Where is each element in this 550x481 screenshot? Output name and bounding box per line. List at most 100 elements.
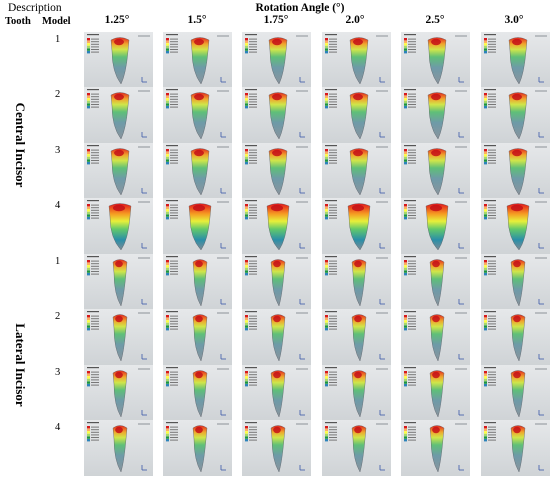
tooth-stress-image — [481, 87, 550, 143]
legend-scale-icon — [484, 200, 496, 220]
tooth-stress-image — [481, 32, 550, 88]
tooth-shape — [192, 259, 208, 307]
software-logo-mark — [535, 312, 547, 314]
tooth-shape — [110, 37, 130, 85]
axis-triad-icon — [220, 132, 226, 138]
software-logo-mark — [138, 257, 150, 259]
software-logo-mark — [376, 423, 388, 425]
legend-scale-icon — [404, 422, 416, 442]
tooth-model-figure — [87, 422, 150, 473]
max-stress-spot — [432, 315, 440, 323]
max-stress-spot — [114, 38, 124, 46]
axis-triad-icon — [141, 299, 147, 305]
software-logo-mark — [296, 312, 308, 314]
legend-scale-icon — [404, 89, 416, 109]
legend-scale-icon — [245, 311, 257, 331]
axis-triad-icon — [458, 243, 464, 249]
axis-triad-icon — [141, 188, 147, 194]
max-stress-spot — [115, 260, 123, 268]
group-label-central-incisor: Central Incisor — [13, 102, 28, 188]
legend-scale-icon — [87, 145, 99, 165]
software-logo-mark — [138, 35, 150, 37]
tooth-shape — [351, 314, 367, 362]
tooth-stress-image — [163, 87, 232, 143]
max-stress-spot — [195, 315, 203, 323]
tooth-shape — [268, 37, 288, 85]
tooth-shape — [110, 92, 130, 140]
axis-triad-icon — [299, 410, 305, 416]
tooth-shape — [112, 314, 128, 362]
max-stress-spot — [353, 93, 363, 101]
tooth-model-figure — [325, 200, 388, 251]
axis-triad-icon — [220, 299, 226, 305]
tooth-stress-image — [401, 143, 470, 199]
max-stress-spot — [273, 371, 281, 379]
tooth-shape — [510, 370, 526, 418]
software-logo-mark — [455, 35, 467, 37]
tooth-model-figure — [325, 34, 388, 85]
axis-triad-icon — [299, 132, 305, 138]
tooth-stress-image — [163, 198, 232, 254]
max-stress-spot — [115, 426, 123, 434]
max-stress-spot — [273, 315, 281, 323]
axis-triad-icon — [379, 410, 385, 416]
tooth-shape — [429, 370, 445, 418]
tooth-shape — [349, 92, 369, 140]
tooth-model-figure — [245, 311, 308, 362]
max-stress-spot — [354, 371, 362, 379]
tooth-stress-image — [84, 198, 153, 254]
tooth-model-figure — [166, 34, 229, 85]
tooth-model-figure — [484, 311, 547, 362]
group-label-lateral-incisor: Lateral Incisor — [13, 323, 28, 407]
axis-triad-icon — [538, 243, 544, 249]
tooth-stress-image — [84, 254, 153, 310]
legend-scale-icon — [404, 367, 416, 387]
legend-scale-icon — [245, 256, 257, 276]
tooth-shape — [192, 425, 208, 473]
axis-triad-icon — [458, 354, 464, 360]
axis-triad-icon — [458, 77, 464, 83]
tooth-shape — [508, 37, 528, 85]
tooth-shape — [429, 314, 445, 362]
tooth-shape — [351, 425, 367, 473]
tooth-model-figure — [404, 89, 467, 140]
legend-scale-icon — [166, 422, 178, 442]
tooth-stress-image — [401, 420, 470, 476]
legend-scale-icon — [325, 367, 337, 387]
tooth-model-figure — [166, 145, 229, 196]
max-stress-spot — [512, 149, 522, 157]
software-logo-mark — [138, 423, 150, 425]
tooth-stress-image — [163, 32, 232, 88]
axis-triad-icon — [458, 410, 464, 416]
tooth-model-figure — [87, 367, 150, 418]
max-stress-spot — [272, 38, 282, 46]
max-stress-spot — [431, 38, 441, 46]
tooth-stress-image — [84, 420, 153, 476]
legend-scale-icon — [325, 256, 337, 276]
legend-scale-icon — [325, 200, 337, 220]
legend-scale-icon — [484, 422, 496, 442]
software-logo-mark — [455, 90, 467, 92]
software-logo-mark — [455, 423, 467, 425]
tooth-model-figure — [404, 34, 467, 85]
legend-scale-icon — [166, 200, 178, 220]
angle-header: 1.75° — [263, 14, 289, 26]
tooth-shape — [427, 37, 447, 85]
tooth-model-figure — [87, 200, 150, 251]
tooth-model-figure — [245, 367, 308, 418]
tooth-shape — [112, 370, 128, 418]
tooth-model-figure — [87, 311, 150, 362]
axis-triad-icon — [379, 77, 385, 83]
rotation-angle-header: Rotation Angle (°) — [255, 2, 345, 14]
legend-scale-icon — [166, 367, 178, 387]
legend-scale-icon — [325, 145, 337, 165]
software-logo-mark — [535, 368, 547, 370]
tooth-shape — [270, 425, 286, 473]
legend-scale-icon — [404, 200, 416, 220]
tooth-shape — [192, 370, 208, 418]
axis-triad-icon — [458, 188, 464, 194]
tooth-stress-image — [322, 87, 391, 143]
tooth-stress-image — [401, 365, 470, 421]
legend-scale-icon — [87, 422, 99, 442]
axis-triad-icon — [141, 465, 147, 471]
